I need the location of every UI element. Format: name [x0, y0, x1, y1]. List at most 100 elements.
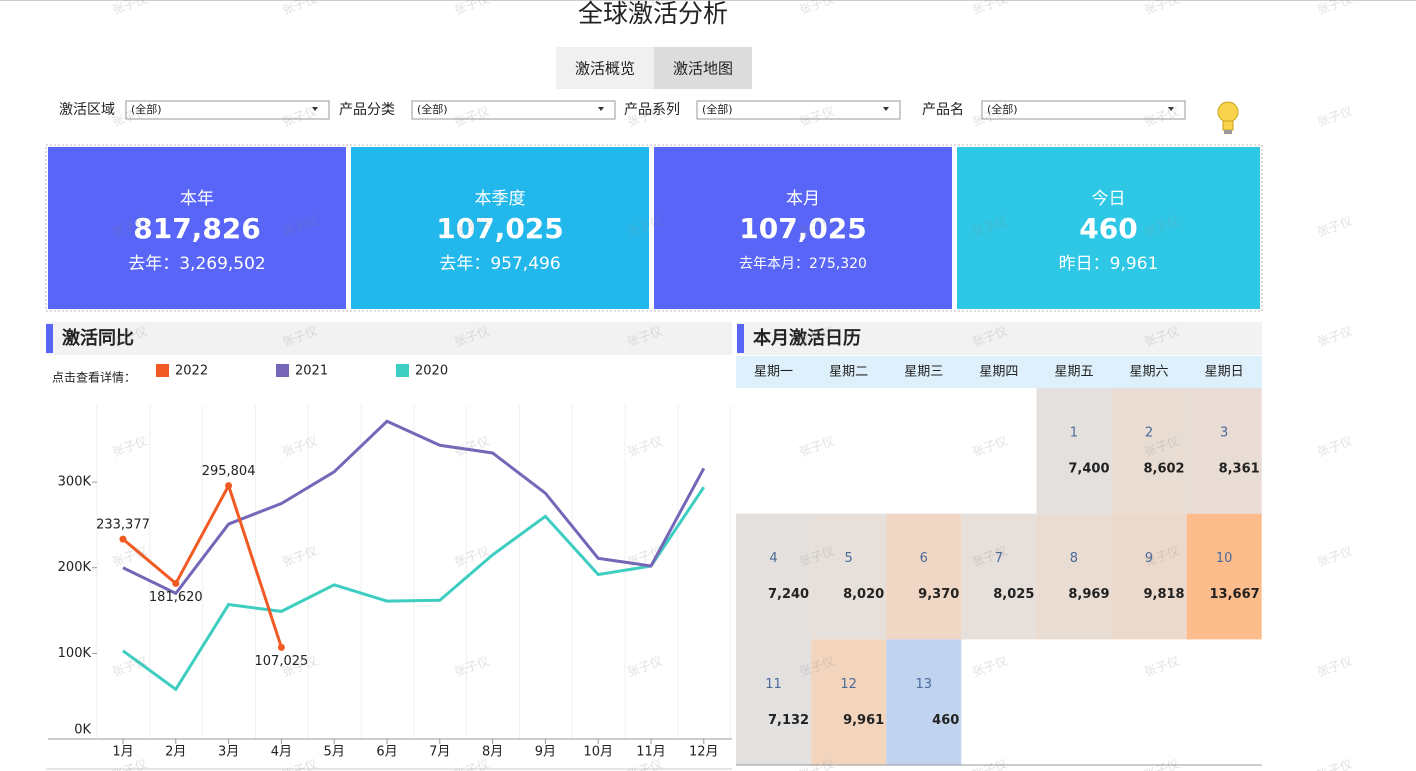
filter-label: 产品分类	[339, 102, 395, 118]
section-header	[737, 322, 1262, 355]
kpi-card	[351, 147, 649, 309]
calendar-header-bg	[736, 356, 1262, 388]
legend-prompt: 点击查看详情：	[52, 370, 136, 385]
watermark: 张子仪	[1316, 434, 1355, 459]
calendar-cell[interactable]	[811, 513, 887, 640]
calendar-value: 9,818	[1143, 587, 1184, 602]
watermark: 张子仪	[971, 0, 1010, 17]
dropdown-arrow	[1168, 107, 1174, 111]
watermark: 张子仪	[453, 757, 492, 771]
calendar-cell[interactable]	[1111, 388, 1187, 514]
calendar-day: 13	[915, 677, 932, 692]
kpi-sub: 去年：3,269,502	[128, 254, 266, 274]
watermark: 张子仪	[1316, 0, 1355, 17]
kpi-value: 107,025	[739, 212, 867, 245]
section-accent	[46, 324, 53, 353]
calendar-value: 460	[932, 713, 959, 728]
filter-dropdown[interactable]	[981, 100, 1186, 120]
filter-dropdown[interactable]	[696, 100, 901, 120]
lightbulb-icon	[1217, 101, 1239, 134]
calendar-cell[interactable]	[1036, 388, 1112, 514]
calendar-cell[interactable]	[736, 639, 812, 766]
filter-label: 产品系列	[624, 102, 680, 118]
tab[interactable]	[556, 47, 654, 89]
x-tick-label: 11月	[636, 745, 666, 760]
watermark: 张子仪	[798, 434, 837, 459]
section-title: 激活同比	[62, 327, 134, 349]
watermark: 张子仪	[1316, 324, 1355, 349]
tab-label: 激活地图	[673, 60, 733, 78]
point[interactable]	[277, 643, 285, 651]
calendar-cell[interactable]	[1186, 388, 1262, 514]
calendar-value: 7,400	[1068, 462, 1109, 477]
kpi-sub: 去年：957,496	[439, 254, 560, 274]
filter-dropdown[interactable]	[411, 100, 616, 120]
calendar-cell[interactable]	[886, 513, 962, 640]
filter-value: (全部)	[417, 102, 448, 116]
filter-dropdown[interactable]	[125, 100, 330, 120]
watermark: 张子仪	[1143, 757, 1182, 771]
calendar-cell[interactable]	[961, 513, 1037, 640]
calendar-day: 2	[1145, 426, 1153, 441]
dropdown-arrow	[598, 107, 604, 111]
calendar-day: 12	[840, 677, 857, 692]
filter-value: (全部)	[131, 102, 162, 116]
calendar-cell[interactable]	[1111, 513, 1187, 640]
x-tick-label: 10月	[583, 745, 613, 760]
x-tick-label: 2月	[165, 745, 186, 760]
section-title: 本月激活日历	[753, 327, 861, 349]
weekday: 星期六	[1130, 365, 1169, 380]
calendar-cell[interactable]	[886, 639, 962, 766]
calendar-day: 11	[765, 677, 782, 692]
y-tick-label: 300K	[58, 475, 92, 490]
calendar-day: 4	[769, 551, 777, 566]
watermark: 张子仪	[971, 654, 1010, 679]
x-tick-label: 7月	[429, 745, 450, 760]
dropdown-arrow	[312, 107, 318, 111]
watermark: 张子仪	[798, 0, 837, 17]
calendar-cell[interactable]	[1186, 513, 1262, 640]
legend-swatch[interactable]	[396, 364, 409, 377]
section-accent	[737, 324, 744, 353]
watermark: 张子仪	[111, 544, 150, 569]
data-label: 181,620	[149, 590, 203, 605]
watermark: 张子仪	[1143, 0, 1182, 17]
watermark: 张子仪	[453, 544, 492, 569]
calendar-cell[interactable]	[1036, 513, 1112, 640]
calendar-day: 6	[920, 551, 928, 566]
kpi-card	[957, 147, 1260, 309]
tab[interactable]	[654, 47, 752, 89]
calendar-day: 1	[1070, 426, 1078, 441]
watermark: 张子仪	[281, 0, 320, 17]
calendar-day: 10	[1216, 551, 1233, 566]
kpi-label: 本月	[786, 189, 820, 209]
kpi-value: 460	[1079, 212, 1137, 245]
y-tick-label: 200K	[58, 560, 92, 575]
weekday: 星期五	[1054, 365, 1093, 380]
point[interactable]	[172, 579, 180, 587]
calendar-value: 8,020	[843, 587, 884, 602]
watermark: 张子仪	[626, 654, 665, 679]
x-tick-label: 1月	[112, 745, 133, 760]
calendar-day: 5	[845, 551, 853, 566]
watermark: 张子仪	[281, 434, 320, 459]
legend-swatch[interactable]	[156, 364, 169, 377]
weekday: 星期一	[754, 365, 793, 380]
watermark: 张子仪	[1143, 654, 1182, 679]
watermark: 张子仪	[1316, 757, 1355, 771]
point[interactable]	[225, 482, 233, 490]
kpi-value: 107,025	[436, 212, 564, 245]
y-tick-label: 100K	[58, 646, 92, 661]
calendar-cell[interactable]	[811, 639, 887, 766]
kpi-value: 817,826	[133, 212, 261, 245]
calendar-day: 7	[995, 551, 1003, 566]
calendar-value: 8,025	[993, 587, 1034, 602]
legend-label: 2021	[295, 364, 328, 379]
calendar-day: 3	[1220, 426, 1228, 441]
calendar-cell[interactable]	[736, 513, 812, 640]
legend-swatch[interactable]	[276, 364, 289, 377]
kpi-frame	[45, 144, 1263, 312]
weekday: 星期四	[979, 365, 1018, 380]
point[interactable]	[119, 535, 127, 543]
tab-label: 激活概览	[575, 60, 635, 78]
